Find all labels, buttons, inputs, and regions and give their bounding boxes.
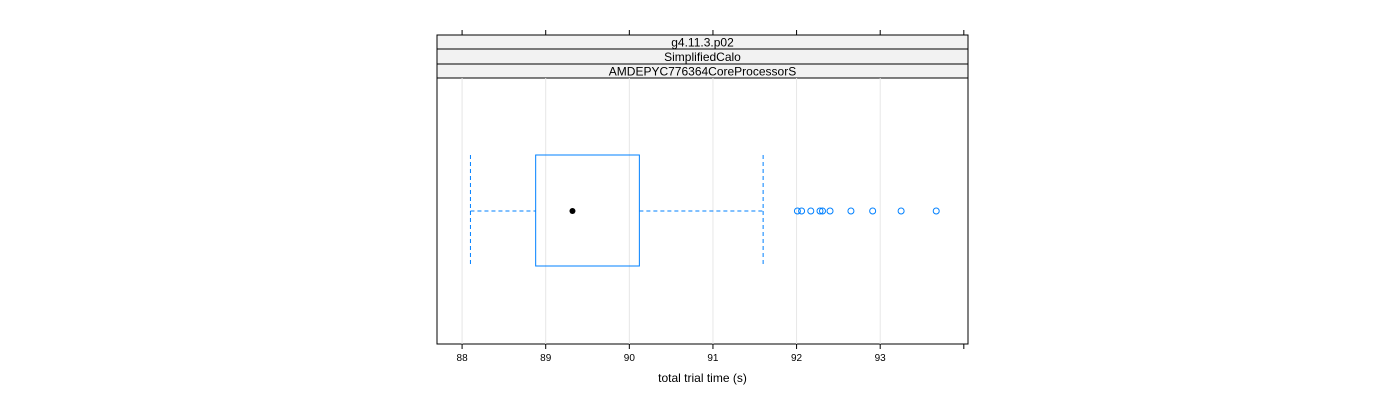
tick-label-5: 93: [875, 353, 887, 364]
outlier-point-6: [847, 207, 855, 215]
strip-headers: g4.11.3.p02 SimplifiedCalo AMDEPYC776364…: [436, 34, 969, 79]
outlier-point-1: [798, 207, 806, 215]
tick-label-3: 91: [707, 353, 719, 364]
tick-label-1: 89: [540, 353, 552, 364]
outlier-point-3: [816, 207, 824, 215]
outlier-point-5: [826, 207, 834, 215]
plot-panel: [436, 77, 969, 345]
strip-label-1: g4.11.3.p02: [671, 36, 734, 50]
tick-label-2: 90: [624, 353, 636, 364]
outlier-point-4: [818, 207, 826, 215]
median-dot: [569, 208, 576, 214]
outlier-point-8: [897, 207, 905, 215]
strip-label-3: AMDEPYC776364CoreProcessorS: [609, 65, 796, 79]
iqr-box: [535, 154, 640, 267]
outlier-point-9: [932, 207, 940, 215]
x-axis-label: total trial time (s): [658, 371, 747, 385]
outlier-point-0: [793, 207, 801, 215]
axis-ticks: 88 89 90 91 92 93: [457, 30, 965, 364]
strip-label-2: SimplifiedCalo: [664, 50, 741, 64]
tick-label-4: 92: [791, 353, 803, 364]
outlier-point-2: [807, 207, 815, 215]
boxplot: [469, 154, 764, 267]
tick-label-0: 88: [457, 353, 469, 364]
outlier-point-7: [869, 207, 877, 215]
outliers: [793, 207, 940, 215]
